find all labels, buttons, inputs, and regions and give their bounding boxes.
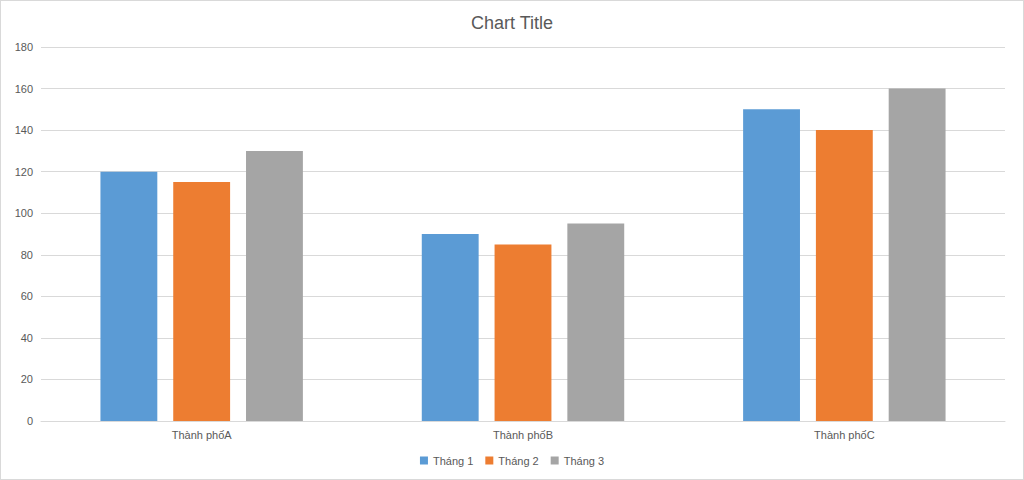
svg-text:140: 140: [15, 124, 33, 136]
svg-text:Thành phốA: Thành phốA: [172, 429, 233, 441]
svg-text:Chart Title: Chart Title: [471, 13, 553, 33]
svg-text:160: 160: [15, 83, 33, 95]
svg-text:20: 20: [21, 373, 33, 385]
svg-text:0: 0: [27, 415, 33, 427]
svg-text:80: 80: [21, 249, 33, 261]
svg-text:Tháng 1: Tháng 1: [433, 455, 473, 467]
svg-text:Tháng 3: Tháng 3: [564, 455, 604, 467]
svg-text:40: 40: [21, 332, 33, 344]
svg-text:Tháng 2: Tháng 2: [498, 455, 538, 467]
svg-text:120: 120: [15, 166, 33, 178]
svg-text:100: 100: [15, 207, 33, 219]
svg-text:Thành phốC: Thành phốC: [814, 429, 875, 441]
svg-text:180: 180: [15, 41, 33, 53]
svg-text:Thành phốB: Thành phốB: [493, 429, 553, 441]
svg-text:60: 60: [21, 290, 33, 302]
